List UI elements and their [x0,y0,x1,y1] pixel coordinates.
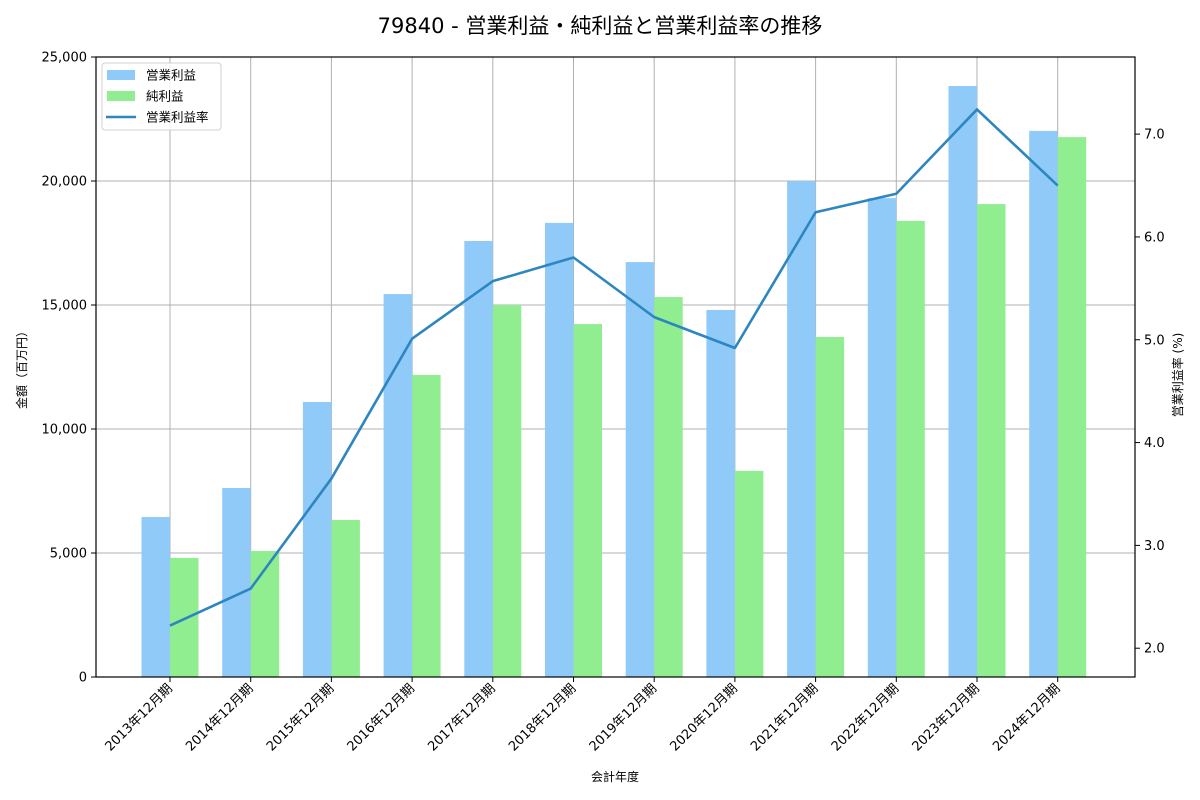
bar-net-profit [734,470,764,677]
bar-net-profit [250,551,280,677]
y-axis-label: 金額（百万円） [14,325,29,409]
bar-operating-profit [383,294,413,677]
bar-operating-profit [948,86,977,678]
x-tick-label: 2022年12月期 [829,681,902,754]
bar-operating-profit [625,262,655,677]
x-tick-label: 2021年12月期 [748,681,821,754]
x-tick-label: 2015年12月期 [264,681,337,754]
bar-operating-profit [141,517,170,677]
bar-net-profit [412,374,441,677]
legend-swatch [107,70,135,80]
x-tick-label: 2017年12月期 [425,681,498,754]
bar-operating-profit [787,181,816,677]
x-tick-label: 2020年12月期 [667,681,740,754]
bar-net-profit [573,324,602,677]
bars [141,86,1087,678]
legend-label: 営業利益 [146,68,196,83]
y-right-tick-label: 2.0 [1144,642,1165,657]
y-right-tick-label: 3.0 [1144,539,1165,554]
bar-operating-profit [1029,130,1058,678]
bar-net-profit [815,336,845,677]
x-axis: 2013年12月期 2014年12月期 2015年12月期 2016年12月期 2017… [103,677,1064,755]
y-axis-left: 0 5,000 10,000 15,000 20,000 25,000 [42,51,96,686]
bar-net-profit [977,204,1006,677]
bar-operating-profit [867,198,897,677]
legend-label: 純利益 [146,89,184,104]
bar-net-profit [1057,137,1087,677]
y-right-tick-label: 5.0 [1144,333,1165,348]
legend-swatch [107,91,135,101]
y-tick-label: 15,000 [42,299,88,314]
x-tick-label: 2019年12月期 [587,681,660,754]
plot-frame [95,56,1136,678]
bar-net-profit [896,220,925,678]
bar-operating-profit [222,488,251,677]
margin-polyline [169,108,1059,627]
y-tick-label: 25,000 [42,51,88,66]
y-axis-right-label: 営業利益率 (%) [1170,333,1185,418]
bar-operating-profit [302,401,332,677]
x-tick-label: 2018年12月期 [506,681,579,754]
y-axis-right: 2.0 3.0 4.0 5.0 6.0 7.0 [1135,128,1165,657]
y-tick-label: 5,000 [50,547,87,562]
x-axis-label: 会計年度 [591,769,639,784]
bar-operating-profit [464,241,493,678]
y-right-tick-label: 7.0 [1144,128,1165,143]
bar-net-profit [492,305,522,677]
x-tick-label: 2013年12月期 [103,681,176,754]
bar-net-profit [654,297,683,677]
x-tick-label: 2023年12月期 [910,681,983,754]
bar-net-profit [331,520,360,677]
bar-operating-profit [706,309,735,677]
chart-title: 79840 - 営業利益・純利益と営業利益率の推移 [378,14,823,38]
x-tick-label: 2024年12月期 [990,681,1063,754]
y-right-tick-label: 6.0 [1144,230,1165,245]
y-tick-label: 10,000 [42,423,88,438]
y-tick-label: 0 [79,671,87,686]
legend-label: 営業利益率 [146,110,209,125]
x-tick-label: 2016年12月期 [345,681,418,754]
bar-net-profit [170,557,199,677]
operating-margin-line [169,108,1059,627]
y-tick-label: 20,000 [42,175,88,190]
y-right-tick-label: 4.0 [1144,436,1165,451]
x-tick-label: 2014年12月期 [183,681,256,754]
bar-operating-profit [545,222,574,678]
